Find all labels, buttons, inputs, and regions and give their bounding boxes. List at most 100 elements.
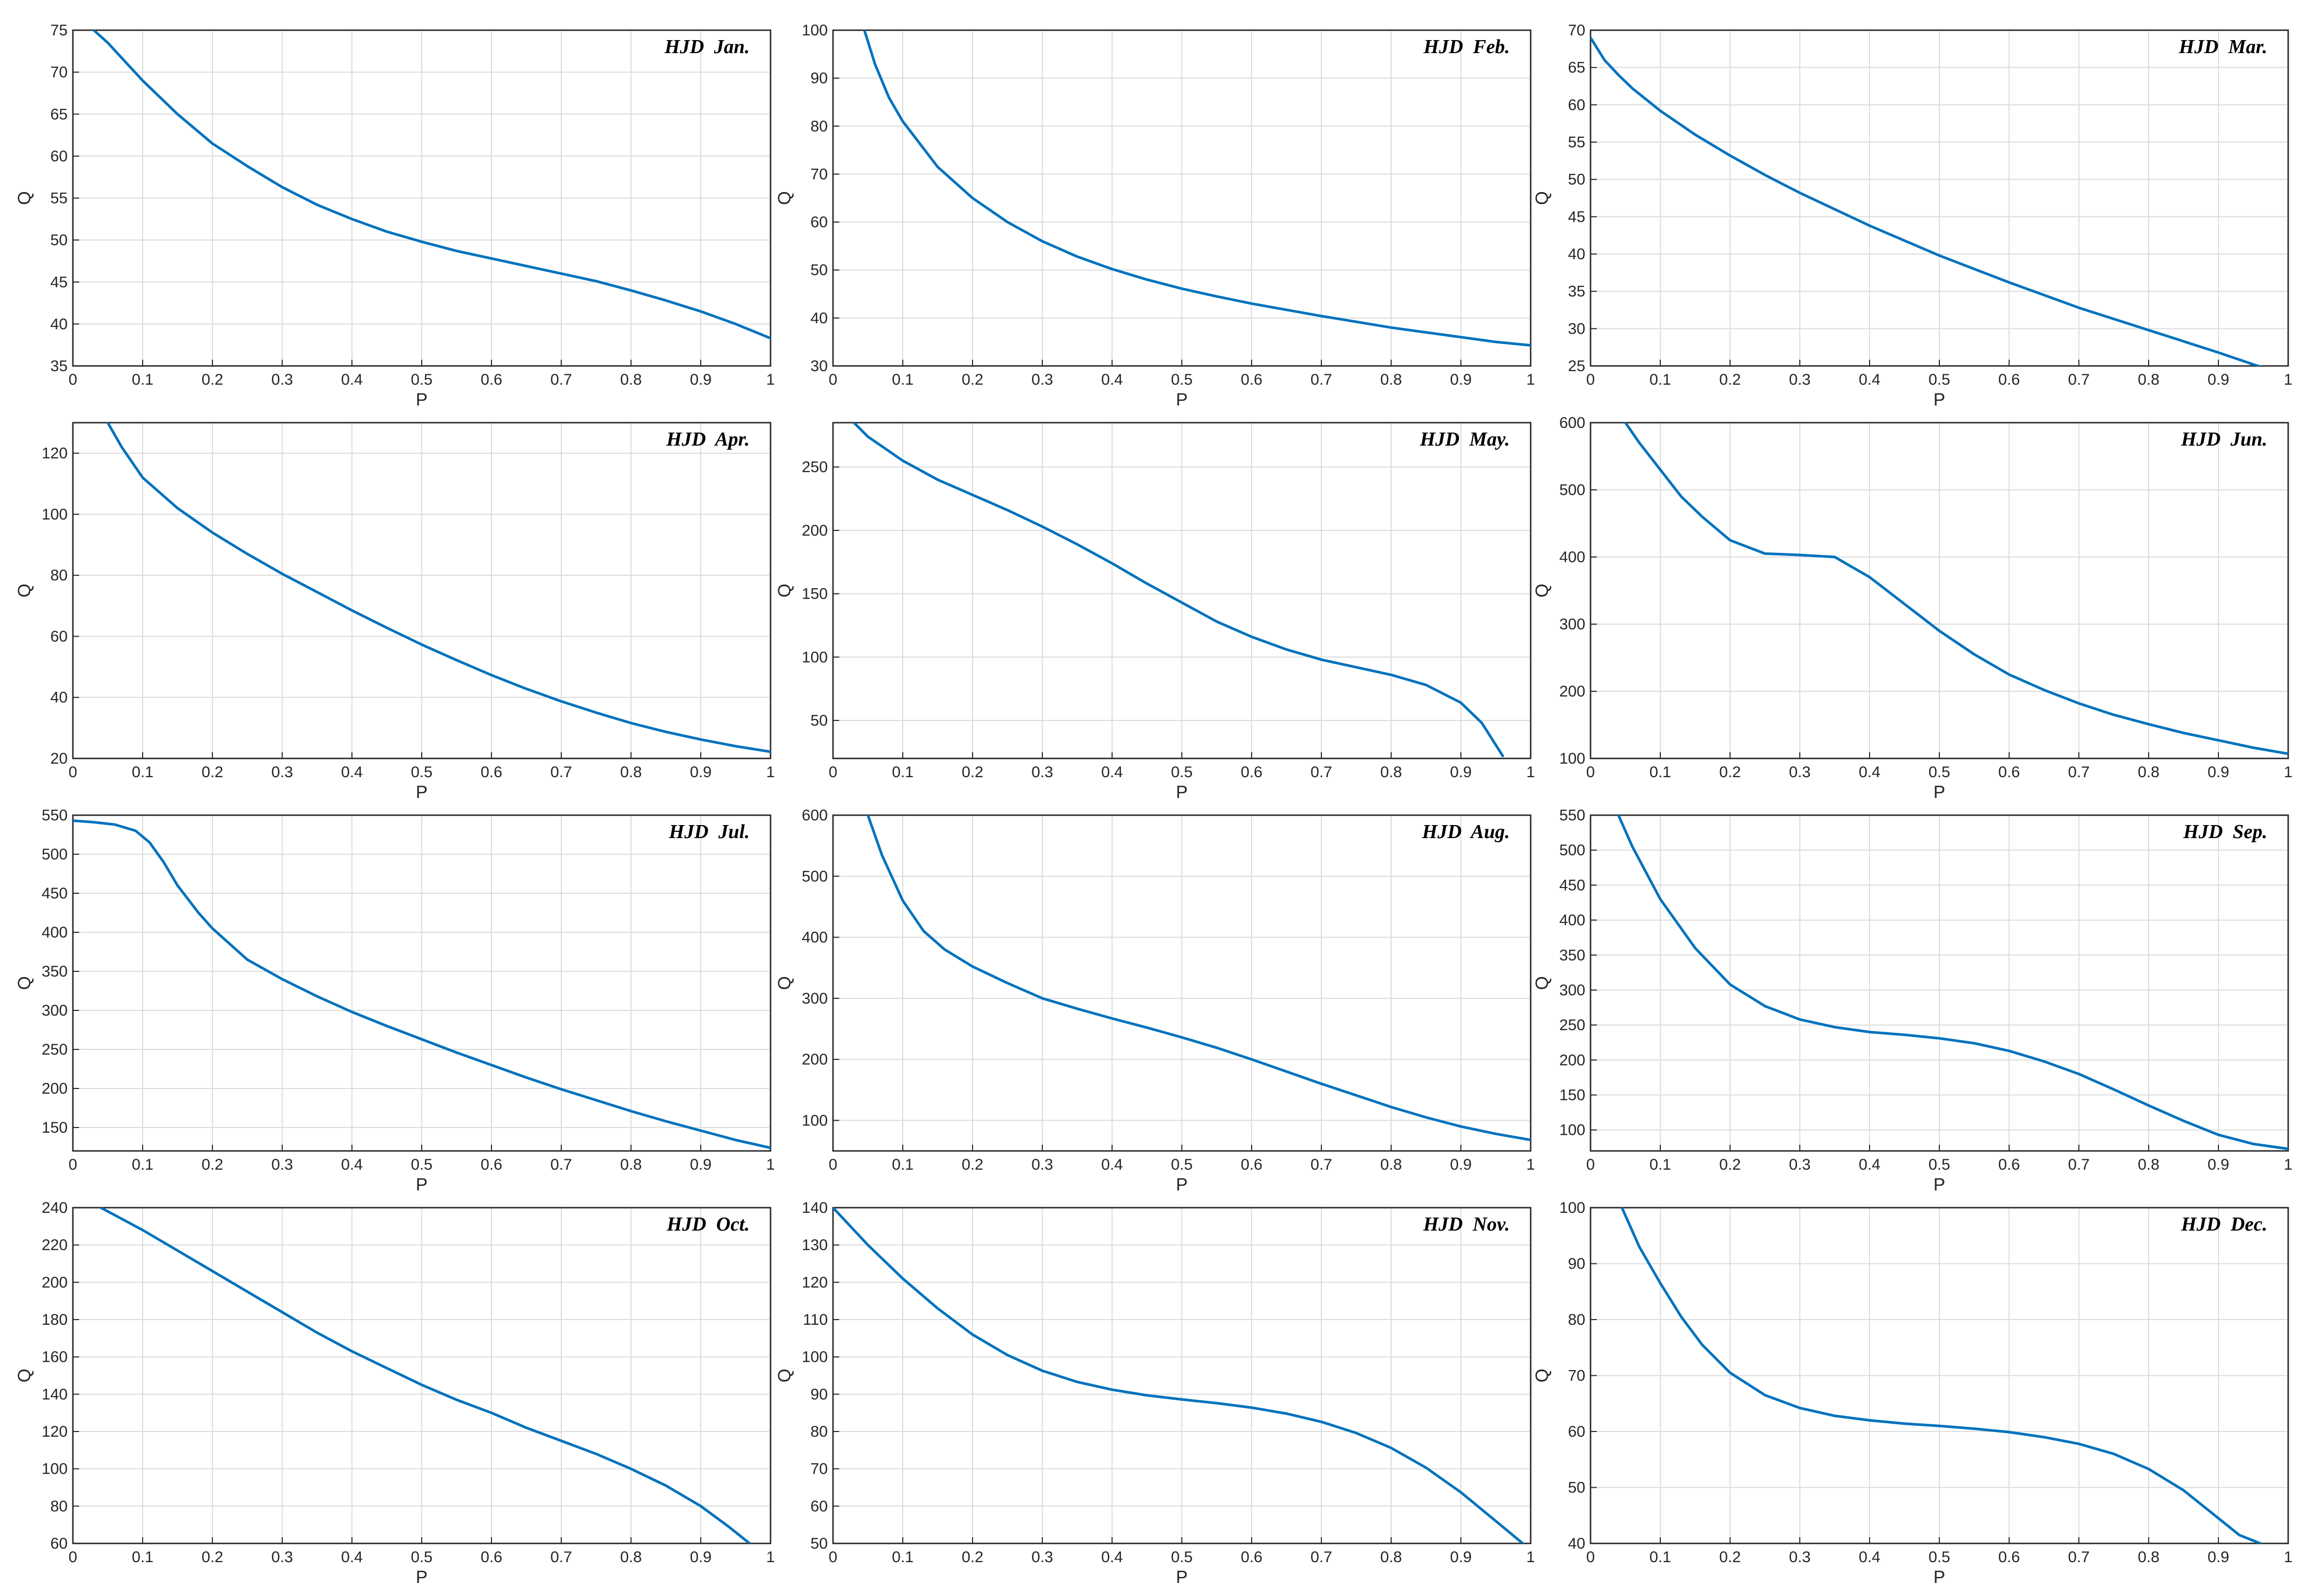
y-tick-label: 450: [42, 885, 68, 902]
x-tick-label: 1: [2284, 371, 2293, 388]
chart-panel-6: 0 0.1 0.2 0.3 0.4 0.5 0.6 0.7 0.8 0.9 1 100 200 300 40…: [1532, 414, 2292, 802]
panel-title: HJD Jul.: [668, 821, 750, 843]
x-tick-label: 0: [829, 1156, 838, 1173]
x-tick-label: 0.9: [2207, 371, 2229, 388]
y-tick-label: 350: [1559, 947, 1585, 964]
y-axis-label: Q: [775, 976, 794, 990]
x-tick-label: 0.5: [1928, 1549, 1950, 1566]
y-tick-label: 300: [1559, 982, 1585, 999]
y-tick-label: 70: [811, 166, 828, 183]
y-tick-label: 45: [51, 274, 68, 291]
y-tick-label: 90: [811, 70, 828, 87]
axes-border: [72, 422, 772, 759]
series-line: [1620, 1208, 2262, 1543]
y-axis-label: Q: [1532, 191, 1552, 205]
y-tick-label: 150: [42, 1119, 68, 1136]
x-tick-label: 0: [1586, 764, 1595, 781]
x-tick-label: 0.2: [962, 371, 983, 388]
panel-title: HJD Feb.: [1423, 36, 1510, 58]
x-tick-label: 0: [1586, 1549, 1595, 1566]
x-tick-label: 0.9: [1450, 1156, 1472, 1173]
series-line: [1591, 36, 2263, 366]
x-tick-label: 0.5: [1928, 371, 1950, 388]
y-tick-label: 40: [51, 689, 68, 706]
x-tick-label: 0.9: [2207, 764, 2229, 781]
x-tick-label: 0.7: [2068, 764, 2090, 781]
series-line: [866, 815, 1531, 1142]
y-tick-label: 50: [811, 712, 828, 729]
y-tick-label: 500: [1559, 842, 1585, 859]
axes-border: [832, 814, 1532, 1152]
y-tick-label: 250: [42, 1041, 68, 1058]
x-axis-label: P: [416, 1175, 428, 1195]
chart-panel-5: 0 0.1 0.2 0.3 0.4 0.5 0.6 0.7 0.8 0.9 150100150200…: [775, 422, 1535, 802]
series-line: [99, 1208, 751, 1543]
x-tick-label: 1: [766, 1156, 775, 1173]
axes-border: [1589, 422, 2289, 759]
y-axis-label: Q: [15, 1369, 34, 1382]
x-tick-label: 0.3: [271, 764, 293, 781]
x-tick-label: 0.7: [550, 1549, 572, 1566]
x-tick-label: 0.3: [1789, 371, 1811, 388]
x-tick-label: 0.3: [1031, 1156, 1053, 1173]
series-line: [852, 423, 1504, 757]
x-tick-label: 1: [766, 764, 775, 781]
x-tick-label: 0.6: [1998, 764, 2020, 781]
y-axis-label: Q: [775, 1369, 794, 1382]
x-tick-label: 0.7: [2068, 1156, 2090, 1173]
y-tick-label: 400: [1559, 549, 1585, 566]
y-tick-label: 200: [42, 1274, 68, 1291]
x-tick-label: 1: [2284, 1156, 2293, 1173]
x-tick-label: 0.4: [341, 764, 363, 781]
y-tick-label: 70: [1568, 22, 1585, 39]
y-tick-label: 55: [1568, 134, 1585, 151]
x-tick-label: 0.8: [620, 1549, 642, 1566]
x-tick-label: 0.5: [1171, 764, 1193, 781]
y-tick-label: 150: [802, 586, 828, 603]
y-tick-label: 50: [51, 232, 68, 249]
y-tick-label: 150: [1559, 1087, 1585, 1104]
panel-title: HJD Sep.: [2183, 821, 2268, 843]
y-tick-label: 90: [811, 1386, 828, 1403]
y-tick-label: 140: [802, 1199, 828, 1217]
y-tick-label: 600: [1559, 414, 1585, 432]
x-axis-label: P: [416, 782, 428, 802]
y-axis-label: Q: [15, 584, 34, 597]
axes-border: [1589, 1207, 2289, 1544]
x-axis-label: P: [1934, 782, 1946, 802]
x-tick-label: 1: [1526, 1549, 1535, 1566]
x-tick-label: 0.8: [2138, 371, 2160, 388]
x-tick-label: 0.3: [1031, 371, 1053, 388]
panel-title: HJD Jan.: [664, 36, 750, 58]
y-tick-label: 500: [802, 868, 828, 885]
y-tick-label: 35: [1568, 283, 1585, 300]
y-tick-label: 60: [51, 628, 68, 645]
chart-panel-2: 0 0.1 0.2 0.3 0.4 0.5 0.6 0.7 0.8 0.9 1 30 40 50 60 70 8…: [775, 22, 1535, 410]
x-tick-label: 0.8: [620, 764, 642, 781]
x-tick-label: 0.1: [132, 1549, 154, 1566]
x-tick-label: 0.4: [1859, 764, 1881, 781]
y-tick-label: 50: [1568, 1479, 1585, 1497]
x-tick-label: 0.3: [271, 371, 293, 388]
y-tick-label: 120: [42, 445, 68, 462]
chart-panel-12: 0 0.1 0.2 0.3 0.4 0.5 0.6 0.7 0.8 0.9 1 40 50 60 70 80 9…: [1532, 1199, 2292, 1587]
x-tick-label: 0.9: [1450, 371, 1472, 388]
x-tick-label: 0: [69, 371, 78, 388]
x-tick-label: 0.4: [341, 371, 363, 388]
x-tick-label: 1: [766, 1549, 775, 1566]
y-tick-label: 60: [811, 214, 828, 231]
y-tick-label: 30: [811, 358, 828, 375]
x-tick-label: 0.3: [271, 1156, 293, 1173]
chart-panel-9: 0 0.1 0.2 0.3 0.4 0.5 0.6 0.7 0.8 0.9 1 100 150 200 25…: [1532, 807, 2292, 1195]
axes-border: [832, 1207, 1532, 1544]
x-tick-label: 0.6: [1998, 1549, 2020, 1566]
x-tick-label: 0.2: [1719, 371, 1741, 388]
x-tick-label: 0.6: [481, 371, 502, 388]
x-tick-label: 0: [1586, 371, 1595, 388]
x-tick-label: 0.4: [1859, 371, 1881, 388]
x-tick-label: 0: [829, 1549, 838, 1566]
y-tick-label: 110: [803, 1311, 828, 1328]
x-tick-label: 0.7: [550, 1156, 572, 1173]
y-tick-label: 65: [51, 106, 68, 123]
